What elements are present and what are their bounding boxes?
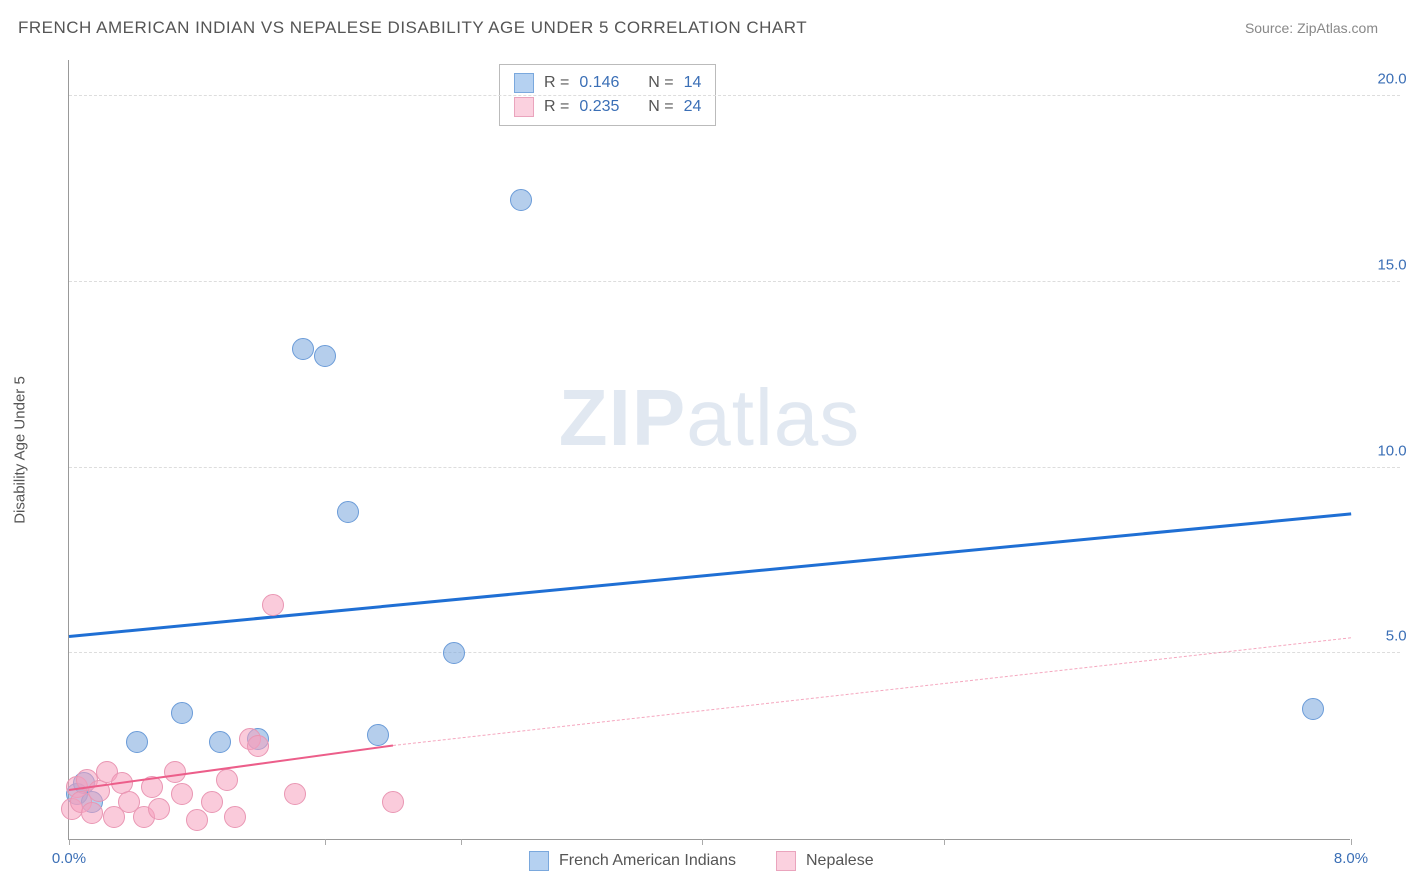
data-point-pink [382,791,404,813]
x-tick [325,839,326,845]
data-point-pink [164,761,186,783]
data-point-pink [186,809,208,831]
x-tick-label: 8.0% [1334,850,1368,867]
x-tick [944,839,945,845]
stats-row-pink: R = 0.235 N = 24 [514,95,701,119]
legend-item-blue: French American Indians [529,851,736,871]
watermark: ZIPatlas [559,372,860,464]
x-tick [461,839,462,845]
data-point-blue [171,702,193,724]
x-tick [702,839,703,845]
data-point-pink [148,798,170,820]
legend-label-blue: French American Indians [559,852,736,870]
n-label: N = [648,74,673,92]
watermark-light: atlas [686,373,860,462]
series-legend: French American Indians Nepalese [529,851,874,871]
gridline [69,281,1400,282]
data-point-pink [216,769,238,791]
x-tick [69,839,70,845]
r-value-blue: 0.146 [579,74,619,92]
data-point-blue [292,338,314,360]
legend-label-pink: Nepalese [806,852,874,870]
chart-title: FRENCH AMERICAN INDIAN VS NEPALESE DISAB… [18,18,807,38]
swatch-blue [514,73,534,93]
plot-area: ZIPatlas R = 0.146 N = 14 R = 0.235 N = … [68,60,1350,840]
swatch-blue [529,851,549,871]
data-point-blue [367,724,389,746]
data-point-blue [209,731,231,753]
data-point-blue [337,501,359,523]
swatch-pink [776,851,796,871]
stats-row-blue: R = 0.146 N = 14 [514,71,701,95]
data-point-blue [126,731,148,753]
source-attribution: Source: ZipAtlas.com [1245,20,1378,36]
y-axis-label: Disability Age Under 5 [12,376,29,524]
n-value-pink: 24 [684,98,702,116]
x-tick-label: 0.0% [52,850,86,867]
r-label: R = [544,98,569,116]
y-tick-label: 15.0% [1377,256,1406,273]
data-point-pink [284,783,306,805]
data-point-blue [510,189,532,211]
n-label: N = [648,98,673,116]
data-point-pink [224,806,246,828]
watermark-bold: ZIP [559,373,686,462]
data-point-pink [81,802,103,824]
trend-line [393,637,1351,746]
data-point-pink [247,735,269,757]
y-tick-label: 10.0% [1377,442,1406,459]
n-value-blue: 14 [684,74,702,92]
legend-item-pink: Nepalese [776,851,874,871]
r-value-pink: 0.235 [579,98,619,116]
r-label: R = [544,74,569,92]
data-point-pink [171,783,193,805]
trend-line [69,513,1351,639]
data-point-pink [201,791,223,813]
gridline [69,467,1400,468]
gridline [69,95,1400,96]
y-tick-label: 5.0% [1386,628,1406,645]
data-point-blue [1302,698,1324,720]
x-tick [1351,839,1352,845]
data-point-blue [443,642,465,664]
swatch-pink [514,97,534,117]
chart-container: Disability Age Under 5 ZIPatlas R = 0.14… [50,60,1350,840]
data-point-blue [314,345,336,367]
data-point-pink [262,594,284,616]
y-tick-label: 20.0% [1377,71,1406,88]
